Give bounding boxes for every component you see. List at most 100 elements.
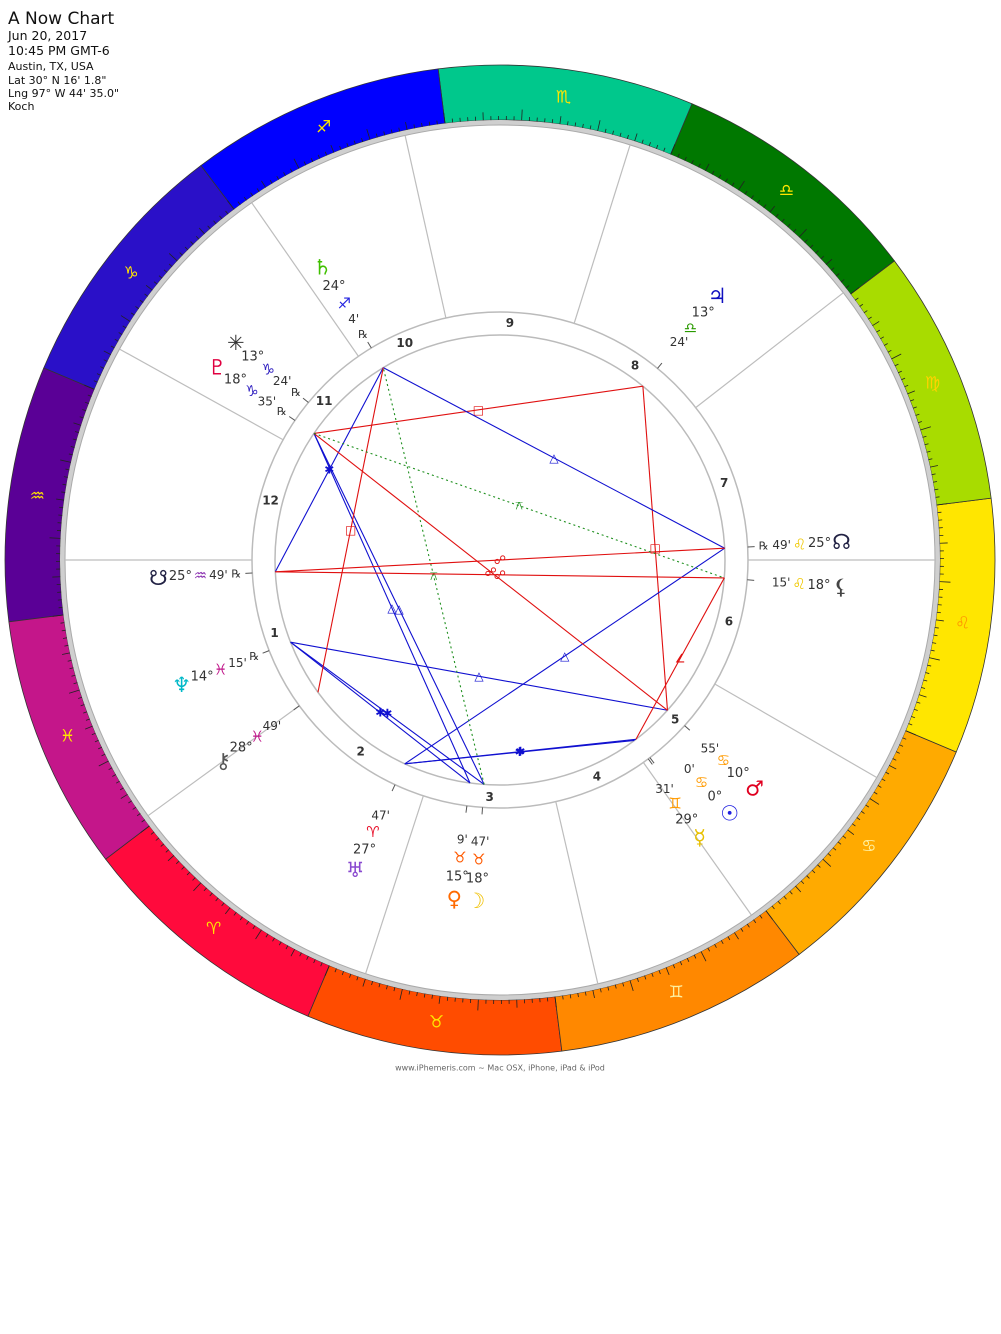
sign-glyph: ♏ xyxy=(556,87,571,107)
degree-band xyxy=(60,120,940,1000)
degree-tick xyxy=(850,287,860,295)
degree-tick xyxy=(711,170,715,175)
sign-glyph: ♉ xyxy=(429,1013,444,1033)
sign-glyph: ♊ xyxy=(669,982,684,1002)
degree-tick xyxy=(934,627,939,629)
planet-glyph: ⚷ xyxy=(216,749,231,773)
degree-tick xyxy=(122,325,127,329)
degree-tick xyxy=(619,132,622,137)
degree-tick xyxy=(815,250,819,254)
lines-layer xyxy=(65,135,935,984)
degree-tick xyxy=(733,932,739,940)
planet-minute: 47' xyxy=(471,834,490,848)
degree-tick xyxy=(648,142,651,147)
degree-tick xyxy=(150,831,155,835)
degree-tick xyxy=(289,168,293,173)
degree-tick xyxy=(112,774,117,777)
degree-tick xyxy=(61,629,66,632)
aspect-glyph: ☍ xyxy=(494,568,506,582)
degree-tick xyxy=(250,192,254,197)
degree-tick xyxy=(136,813,141,817)
degree-tick xyxy=(93,380,98,383)
degree-tick xyxy=(366,129,371,140)
house-cusp xyxy=(695,292,844,409)
degree-tick xyxy=(405,122,408,130)
planet-minute: 24' xyxy=(273,374,292,388)
planet-degree: 25° xyxy=(808,536,831,551)
time: 10:45 PM GMT-6 xyxy=(8,43,110,58)
degree-tick xyxy=(65,468,70,471)
degree-tick xyxy=(98,746,102,750)
planet-glyph: ♅ xyxy=(346,858,365,882)
aspect-circle xyxy=(274,334,726,786)
degree-tick xyxy=(910,399,915,402)
aspect-glyph: ✱ xyxy=(375,706,385,720)
planet-minute: 47' xyxy=(371,808,390,822)
degree-tick xyxy=(168,263,173,267)
degree-tick xyxy=(293,158,300,169)
degree-tick xyxy=(416,992,418,997)
sign-glyph: ♒ xyxy=(30,486,45,506)
planet-degree: 24° xyxy=(322,279,345,294)
degree-tick xyxy=(936,503,948,506)
degree-tick xyxy=(393,987,396,992)
degree-tick xyxy=(868,316,872,320)
degree-tick xyxy=(607,986,610,991)
planet-tick xyxy=(367,341,372,349)
planet-tick xyxy=(465,805,468,813)
degree-tick xyxy=(114,338,119,342)
degree-tick xyxy=(917,421,922,424)
house-cusp xyxy=(147,705,300,817)
degree-tick xyxy=(477,999,479,1011)
planet-glyph: ♄ xyxy=(313,256,332,280)
degree-tick xyxy=(923,679,928,682)
degree-tick xyxy=(880,336,885,340)
degree-tick xyxy=(731,182,735,187)
aspect-glyph: ∠ xyxy=(675,652,686,666)
degree-tick xyxy=(584,991,587,996)
planet-glyph: ♃ xyxy=(708,284,727,308)
aspect-glyph: ✱ xyxy=(324,463,334,477)
house-number: 4 xyxy=(593,769,601,783)
aspect-glyph: △ xyxy=(474,669,484,683)
degree-tick xyxy=(665,967,670,976)
aspect-glyph: ✱ xyxy=(382,706,392,720)
degree-tick xyxy=(922,435,927,438)
house-cusp xyxy=(714,683,878,779)
aspect-line xyxy=(313,433,471,784)
planet-tick xyxy=(747,579,755,581)
degree-tick xyxy=(163,269,168,273)
planet-glyph: ☽ xyxy=(466,889,485,913)
degree-tick xyxy=(128,800,132,804)
degree-tick xyxy=(651,972,654,977)
footer: www.iPhemeris.com ~ Mac OSX, iPhone, iPa… xyxy=(395,1064,605,1073)
degree-tick xyxy=(670,144,676,155)
aspect-line xyxy=(313,433,485,785)
degree-tick xyxy=(213,220,217,225)
planet-sign: ♉ xyxy=(453,848,466,866)
degree-tick xyxy=(225,210,229,215)
degree-tick xyxy=(727,936,731,941)
aspect-glyph: △ xyxy=(387,601,397,615)
planet-degree: 27° xyxy=(353,842,376,857)
house-number: 7 xyxy=(720,476,728,490)
degree-tick xyxy=(753,919,757,924)
degree-tick xyxy=(899,744,904,747)
degree-tick xyxy=(825,258,833,265)
planet-degree: 18° xyxy=(807,578,830,593)
degree-tick xyxy=(658,970,661,975)
planet-minute: 9' xyxy=(457,832,468,846)
planet-degree: 10° xyxy=(727,766,750,781)
degree-tick xyxy=(78,696,83,699)
degree-tick xyxy=(934,488,939,491)
degree-tick xyxy=(132,806,137,810)
degree-tick xyxy=(895,751,900,754)
planet-minute: 49' xyxy=(263,719,282,733)
aspect-glyph: ✱ xyxy=(515,745,525,759)
planet-minute: 4' xyxy=(348,312,359,326)
degree-tick xyxy=(837,841,842,845)
planet-rx: ℞ xyxy=(249,650,259,663)
planet-rx: ℞ xyxy=(291,386,301,399)
degree-tick xyxy=(881,778,886,782)
